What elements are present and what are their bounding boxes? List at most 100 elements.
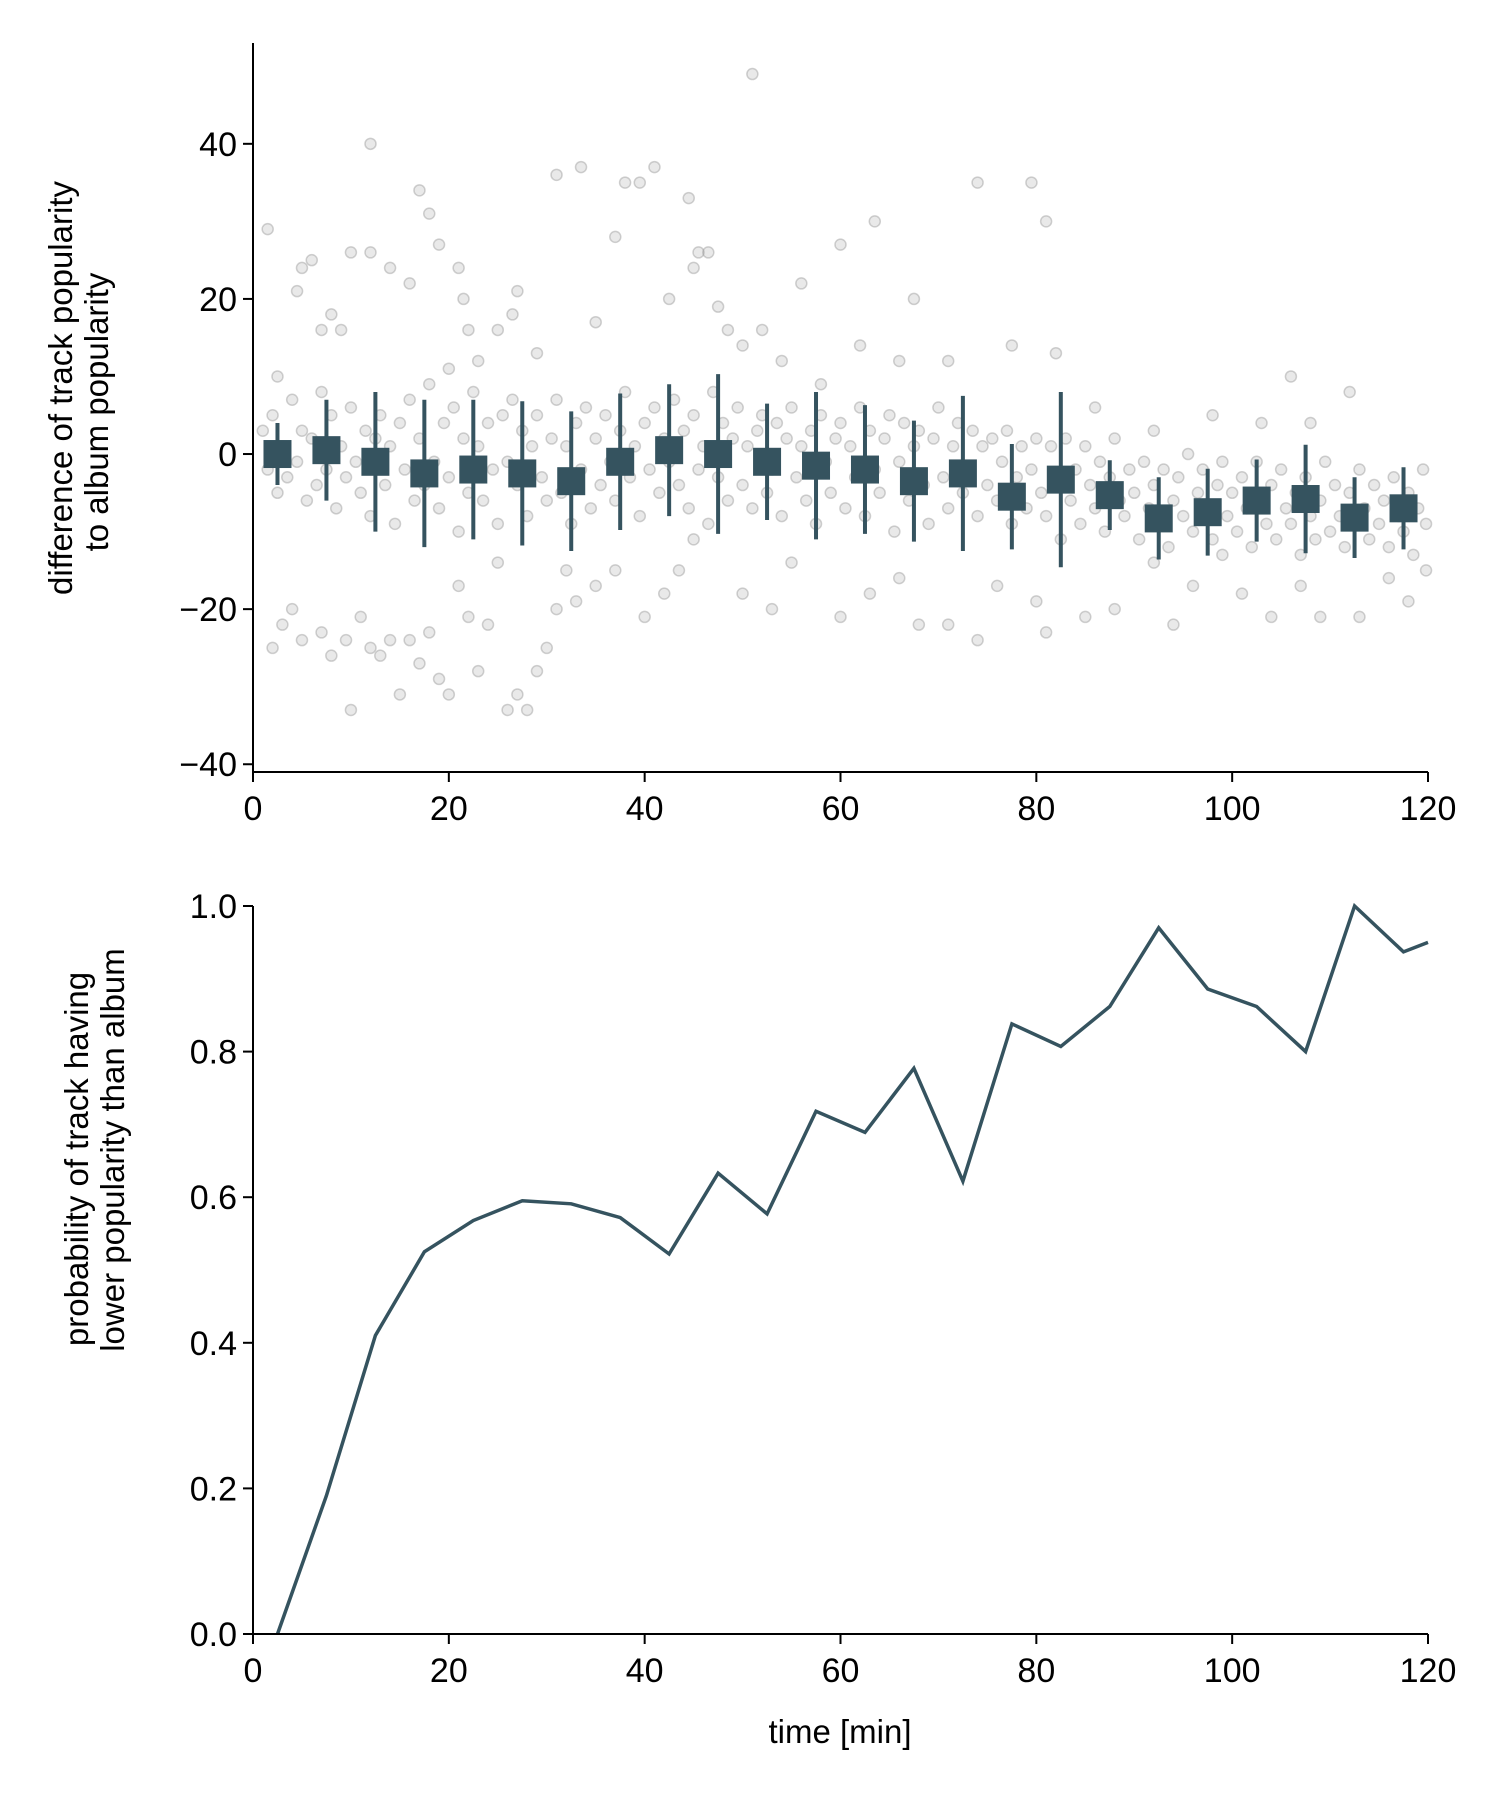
scatter-point [868, 215, 882, 228]
scatter-point [491, 323, 505, 337]
scatter-point [609, 564, 622, 577]
scatter-point [354, 610, 367, 624]
scatter-layer [256, 67, 1433, 717]
y-tick-label: 1.0 [190, 888, 237, 926]
scatter-point [1044, 440, 1058, 453]
scatter-point [388, 517, 402, 531]
scatter-point [290, 455, 304, 469]
scatter-point [907, 292, 921, 306]
scatter-point [569, 595, 583, 608]
scatter-point [486, 463, 500, 476]
mean-marker [459, 455, 488, 484]
scatter-point [1030, 595, 1043, 608]
scatter-point [785, 556, 798, 569]
scatter-point [325, 308, 338, 321]
scatter-point [770, 416, 784, 430]
scatter-point [1260, 517, 1273, 531]
scatter-point [721, 494, 735, 507]
scatter-point [295, 424, 309, 438]
scatter-point [584, 502, 598, 515]
scatter-point [1382, 571, 1396, 585]
scatter-point [1225, 486, 1239, 500]
scatter-point [692, 246, 705, 259]
scatter-point [1079, 440, 1092, 453]
scatter-point [261, 222, 274, 236]
scatter-point [976, 440, 989, 453]
scatter-point [755, 323, 769, 337]
scatter-point [1098, 525, 1112, 538]
scatter-point [579, 401, 593, 414]
x-tick-label: 40 [626, 1652, 664, 1690]
scatter-point [462, 323, 475, 337]
scatter-point [844, 440, 857, 453]
scatter-point [471, 664, 485, 678]
scatter-point [1235, 471, 1249, 484]
scatter-point [1039, 215, 1053, 228]
scatter-point [853, 339, 867, 352]
scatter-point [594, 478, 607, 492]
binned-errorbar-layer [263, 374, 1418, 568]
scatter-point [824, 486, 837, 500]
scatter-point [315, 323, 328, 337]
scatter-point [795, 440, 808, 453]
x-tick-label: 80 [1017, 1652, 1055, 1690]
scatter-point [1255, 416, 1268, 430]
scatter-point [888, 525, 901, 538]
scatter-point [535, 471, 549, 484]
scatter-point [1279, 502, 1293, 515]
scatter-point [990, 579, 1004, 593]
scatter-point [731, 401, 744, 414]
scatter-point [354, 486, 367, 500]
scatter-point [638, 610, 651, 624]
scatter-point [589, 432, 602, 445]
scatter-point [1186, 525, 1200, 538]
scatter-point [403, 277, 416, 290]
scatter-point [506, 308, 519, 321]
scatter-point [300, 494, 314, 507]
scatter-point [1132, 533, 1146, 546]
scatter-point [1039, 509, 1053, 523]
mean-marker [1144, 504, 1173, 533]
x-tick-label: 120 [1400, 1652, 1457, 1690]
mean-marker [1193, 498, 1222, 527]
scatter-point [799, 494, 813, 507]
scatter-point [682, 191, 695, 205]
scatter-point [393, 416, 407, 430]
scatter-point [746, 502, 759, 515]
probability-series-line [275, 902, 1429, 1635]
scatter-point [295, 261, 309, 275]
scatter-point [281, 471, 294, 484]
y-tick-label: 0.0 [190, 1616, 237, 1654]
scatter-point [1363, 533, 1376, 546]
scatter-point [687, 533, 700, 546]
mean-marker [850, 455, 879, 484]
scatter-point [638, 416, 651, 430]
scatter-point [271, 486, 284, 500]
scatter-point [1416, 463, 1430, 476]
scatter-point [344, 703, 358, 717]
scatter-point [1216, 455, 1229, 469]
scatter-point [966, 424, 979, 438]
scatter-point [672, 478, 686, 492]
scatter-point [971, 176, 984, 189]
scatter-point [1407, 548, 1420, 562]
scatter-point [839, 502, 852, 515]
scatter-point [383, 261, 397, 275]
scatter-point [653, 486, 666, 500]
probability-line-layer [275, 902, 1429, 1635]
scatter-point [423, 626, 436, 639]
scatter-point [452, 261, 465, 275]
mean-marker [606, 447, 635, 476]
scatter-point [599, 409, 612, 422]
mean-marker [361, 447, 390, 476]
scatter-point [648, 401, 661, 414]
scatter-point [432, 672, 446, 686]
scatter-point [530, 664, 544, 678]
scatter-point [795, 277, 808, 290]
scatter-point [462, 610, 475, 624]
scatter-point [702, 246, 715, 259]
scatter-point [1387, 471, 1400, 484]
scatter-point [946, 440, 960, 453]
mean-marker [263, 440, 292, 469]
